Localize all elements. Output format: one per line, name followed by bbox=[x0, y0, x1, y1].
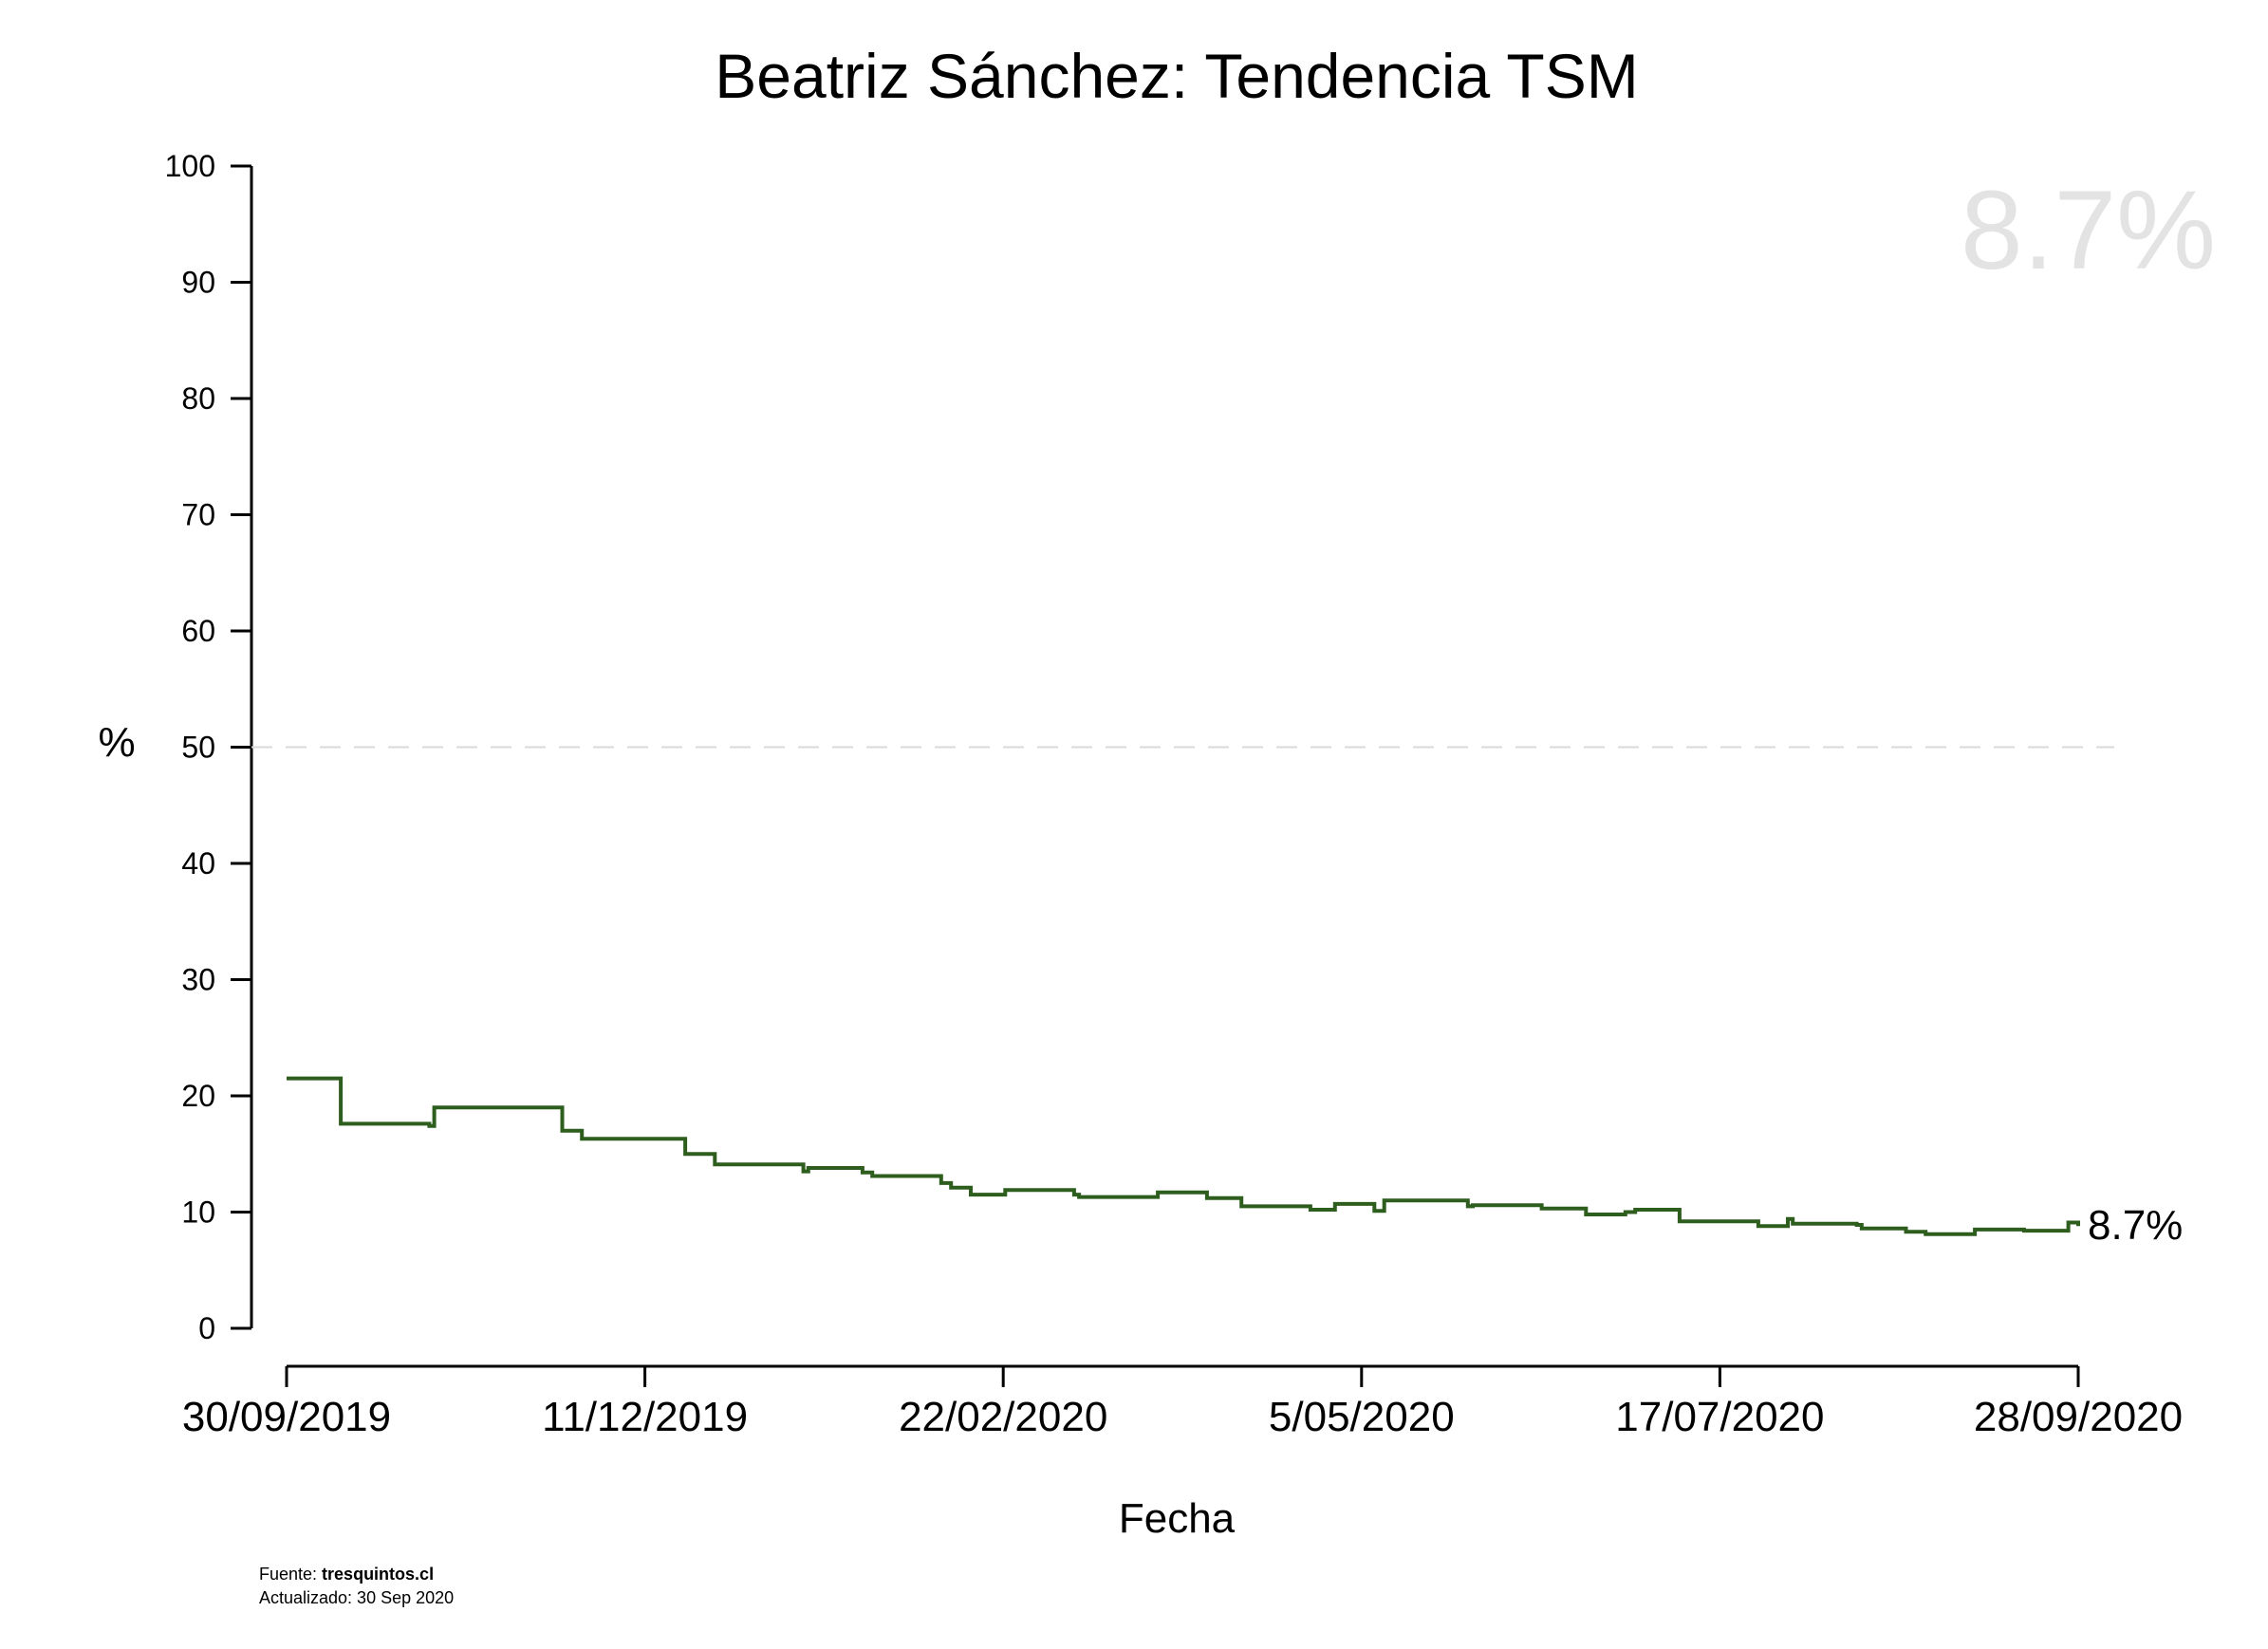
axes: 0 10 20 30 40 50 60 70 80 90 100 30/09/2019 11/12/20… bbox=[165, 149, 2184, 1440]
footer-source-prefix: Fuente: bbox=[259, 1565, 322, 1584]
x-tick-label: 28/09/2020 bbox=[1974, 1394, 2183, 1440]
y-tick-label: 30 bbox=[181, 963, 215, 997]
y-tick-label: 50 bbox=[181, 731, 215, 765]
y-tick-label: 90 bbox=[181, 266, 215, 300]
y-tick-label: 10 bbox=[181, 1195, 215, 1230]
y-tick-label: 0 bbox=[198, 1311, 215, 1345]
chart-title: Beatriz Sánchez: Tendencia TSM bbox=[715, 41, 1638, 111]
x-tick-label: 11/12/2019 bbox=[542, 1394, 748, 1440]
x-tick-label: 5/05/2020 bbox=[1269, 1394, 1455, 1440]
footer-source-link: tresquintos.cl bbox=[322, 1565, 434, 1584]
x-tick-label: 22/02/2020 bbox=[899, 1394, 1107, 1440]
y-tick-label: 80 bbox=[181, 381, 215, 416]
y-tick-label: 40 bbox=[181, 846, 215, 880]
corner-value-label: 8.7% bbox=[1961, 168, 2216, 293]
y-tick-label: 100 bbox=[165, 149, 215, 183]
chart-marks bbox=[286, 1076, 2080, 1236]
y-tick-label: 60 bbox=[181, 614, 215, 648]
y-axis-label: % bbox=[98, 719, 135, 766]
footer-updated: Actualizado: 30 Sep 2020 bbox=[259, 1588, 454, 1607]
y-tick-label: 20 bbox=[181, 1079, 215, 1113]
end-value-label: 8.7% bbox=[2088, 1202, 2183, 1249]
x-tick-label: 17/07/2020 bbox=[1615, 1394, 1824, 1440]
y-tick-label: 70 bbox=[181, 498, 215, 532]
series-line bbox=[287, 1076, 2080, 1236]
x-tick-label: 30/09/2019 bbox=[182, 1394, 391, 1440]
x-axis-label: Fecha bbox=[1119, 1495, 1236, 1542]
footer-source: Fuente: tresquintos.cl bbox=[259, 1565, 434, 1584]
